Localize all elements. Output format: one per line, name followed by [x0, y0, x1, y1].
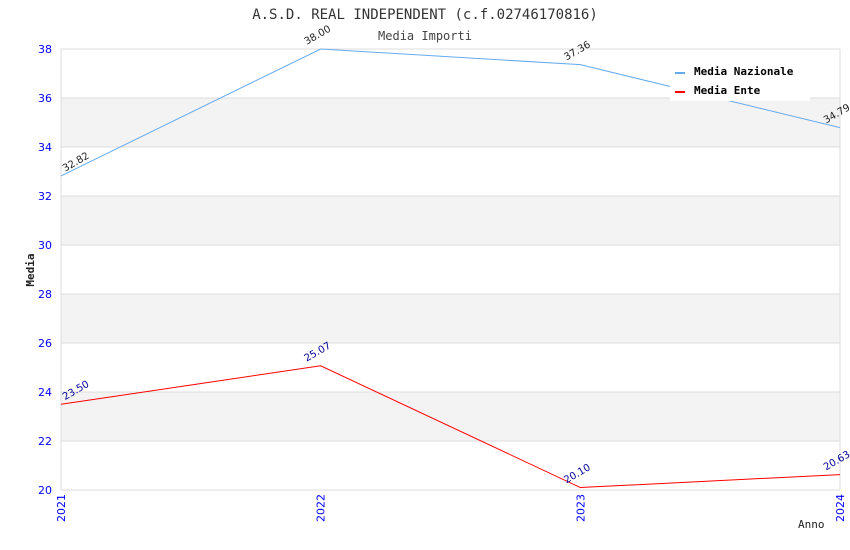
- y-tick-label: 26: [38, 337, 52, 350]
- y-tick-label: 20: [38, 484, 52, 497]
- series-line: [60, 365, 841, 489]
- y-tick-label: 24: [38, 386, 52, 399]
- grid-band: [61, 98, 840, 147]
- y-tick-label: 32: [38, 190, 52, 203]
- x-tick-label: 2022: [315, 494, 328, 522]
- chart-subtitle: Media Importi: [378, 29, 472, 43]
- y-axis-label: Media: [24, 253, 37, 286]
- grid-band: [61, 343, 840, 392]
- x-tick-label: 2024: [834, 494, 847, 522]
- x-tick-label: 2021: [55, 494, 68, 522]
- y-tick-label: 22: [38, 435, 52, 448]
- legend-swatch: [675, 91, 685, 93]
- legend-swatch: [675, 72, 685, 74]
- legend-entry: Media Nazionale: [694, 65, 794, 78]
- y-tick-label: 36: [38, 92, 52, 105]
- y-tick-label: 34: [38, 141, 52, 154]
- y-tick-label: 30: [38, 239, 52, 252]
- grid-band: [61, 245, 840, 294]
- x-tick-label: 2023: [574, 494, 587, 522]
- grid-band: [61, 294, 840, 343]
- grid-band: [61, 441, 840, 490]
- grid-band: [61, 196, 840, 245]
- legend-entry: Media Ente: [694, 84, 761, 97]
- grid-band: [61, 392, 840, 441]
- y-tick-label: 38: [38, 43, 52, 56]
- legend: Media Nazionale Media Ente: [670, 58, 810, 101]
- y-tick-label: 28: [38, 288, 52, 301]
- chart-title: A.S.D. REAL INDEPENDENT (c.f.02746170816…: [252, 7, 598, 23]
- x-axis-label: Anno: [798, 518, 825, 531]
- data-label: 38.00: [303, 24, 333, 48]
- grid-band: [61, 147, 840, 196]
